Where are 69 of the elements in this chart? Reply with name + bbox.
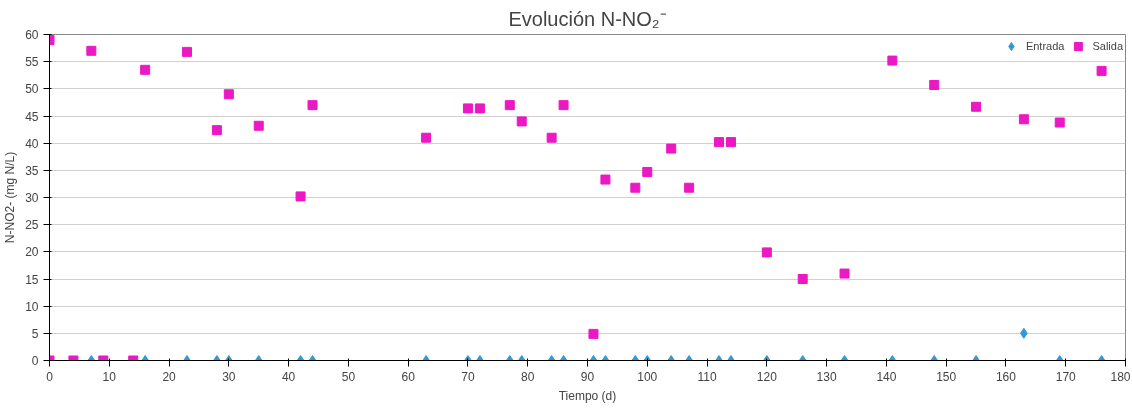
y-tick-label: 30 [25, 191, 39, 205]
y-tick-label: 25 [25, 218, 39, 233]
x-tick-label: 100 [637, 369, 658, 384]
y-tick-label: 0 [31, 354, 39, 368]
x-tick-label: 40 [281, 369, 296, 384]
y-tick-label: 55 [25, 55, 39, 70]
point [223, 89, 234, 100]
chart-title: Evolución N-NO₂⁻ [508, 7, 667, 30]
point [462, 103, 473, 114]
point [725, 137, 736, 148]
x-tick-label: 20 [162, 369, 177, 384]
point [295, 191, 306, 202]
point [761, 247, 772, 258]
point [797, 274, 808, 284]
y-tick-label: 15 [25, 272, 39, 287]
x-tick-label: 80 [521, 369, 535, 384]
y-tick-label: 20 [25, 245, 39, 260]
x-tick-label: 150 [936, 369, 957, 384]
point [666, 143, 677, 154]
point [140, 64, 151, 75]
point [684, 182, 695, 193]
point [630, 182, 641, 193]
x-tick-label: 90 [580, 369, 595, 384]
y-tick-label: 45 [25, 109, 39, 124]
point [929, 80, 940, 91]
x-tick-label: 160 [995, 369, 1017, 384]
y-axis-title: N-NO2- (mg N/L) [3, 151, 18, 244]
point [588, 328, 599, 339]
x-tick-label: 130 [816, 369, 837, 384]
x-tick-label: 170 [1055, 369, 1077, 384]
x-tick-label: 10 [102, 369, 117, 384]
point [211, 125, 222, 136]
point [181, 46, 192, 57]
y-tick-label: 40 [25, 136, 39, 151]
point [421, 132, 432, 143]
point [1054, 117, 1065, 128]
point [307, 100, 318, 111]
point [714, 137, 725, 148]
point [600, 174, 611, 185]
point [1096, 65, 1107, 76]
x-tick-label: 60 [401, 369, 416, 384]
y-tick-label: 35 [25, 163, 39, 178]
point [642, 166, 653, 177]
y-tick-label: 60 [25, 28, 39, 42]
point [558, 100, 569, 111]
x-tick-label: 110 [697, 369, 717, 384]
x-tick-label: 50 [341, 369, 356, 384]
point [516, 116, 527, 127]
x-axis-title: Tiempo (d) [558, 388, 617, 403]
x-tick-label: 0 [46, 369, 54, 384]
point [546, 132, 557, 143]
point [253, 120, 264, 131]
x-tick-label: 120 [756, 369, 778, 384]
x-tick-label: 180 [1110, 369, 1131, 384]
legend-label: Entrada [1025, 40, 1065, 52]
x-tick-label: 30 [222, 369, 236, 384]
point [504, 100, 515, 111]
point [839, 268, 850, 279]
point [1018, 114, 1029, 125]
y-tick-label: 5 [31, 326, 39, 341]
point [474, 103, 485, 114]
point [887, 55, 898, 66]
y-tick-label: 10 [25, 299, 39, 314]
point [971, 101, 982, 112]
legend-label: Salida [1092, 40, 1123, 52]
x-tick-label: 140 [876, 369, 897, 384]
x-tick-label: 70 [461, 369, 475, 384]
y-tick-label: 50 [25, 82, 39, 97]
point [86, 45, 97, 56]
